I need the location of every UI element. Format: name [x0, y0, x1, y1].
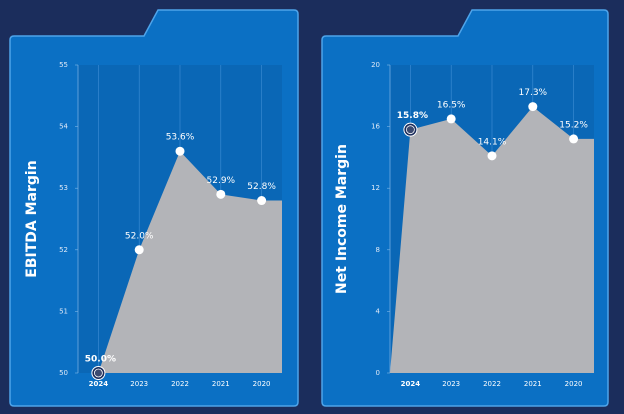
y-tick-label: 53: [59, 184, 68, 192]
value-label: 52.9%: [207, 176, 236, 186]
y-tick-label: 50: [59, 369, 68, 377]
value-label: 17.3%: [519, 88, 548, 98]
y-tick-label: 16: [371, 123, 380, 131]
value-label: 52.8%: [247, 182, 276, 192]
value-label: 50.0%: [85, 355, 116, 365]
marker: [257, 196, 267, 206]
x-tick-label: 2023: [130, 380, 148, 388]
y-axis-label: EBITDA Margin: [24, 160, 40, 277]
area-fill: [78, 151, 282, 373]
x-tick-label: 2024: [89, 380, 109, 388]
x-tick-label: 2021: [524, 380, 542, 388]
y-tick-label: 54: [59, 123, 68, 131]
value-label: 15.8%: [397, 111, 428, 121]
marker: [487, 151, 497, 161]
marker: [216, 189, 226, 199]
marker: [405, 125, 415, 135]
y-tick-label: 20: [371, 61, 380, 69]
value-label: 52.0%: [125, 231, 154, 241]
x-tick-label: 2024: [401, 380, 421, 388]
area-fill: [390, 106, 594, 373]
marker: [175, 146, 185, 156]
y-tick-label: 51: [59, 307, 68, 315]
y-tick-label: 8: [376, 246, 380, 254]
y-tick-label: 4: [376, 307, 381, 315]
value-label: 53.6%: [166, 133, 195, 143]
y-tick-label: 0: [376, 369, 380, 377]
marker: [134, 245, 144, 255]
marker: [446, 114, 456, 124]
y-tick-label: 52: [59, 246, 68, 254]
value-label: 16.5%: [437, 100, 466, 110]
marker: [569, 134, 579, 144]
value-label: 14.1%: [478, 137, 507, 147]
y-axis-label: Net Income Margin: [334, 144, 350, 294]
x-tick-label: 2023: [442, 380, 460, 388]
x-tick-label: 2022: [483, 380, 501, 388]
x-tick-label: 2020: [565, 380, 583, 388]
marker: [94, 368, 103, 378]
value-label: 15.2%: [559, 120, 588, 130]
y-tick-label: 12: [371, 184, 380, 192]
y-tick-label: 55: [59, 61, 68, 69]
x-tick-label: 2022: [171, 380, 189, 388]
x-tick-label: 2020: [253, 380, 271, 388]
x-tick-label: 2021: [212, 380, 230, 388]
marker: [528, 102, 538, 112]
